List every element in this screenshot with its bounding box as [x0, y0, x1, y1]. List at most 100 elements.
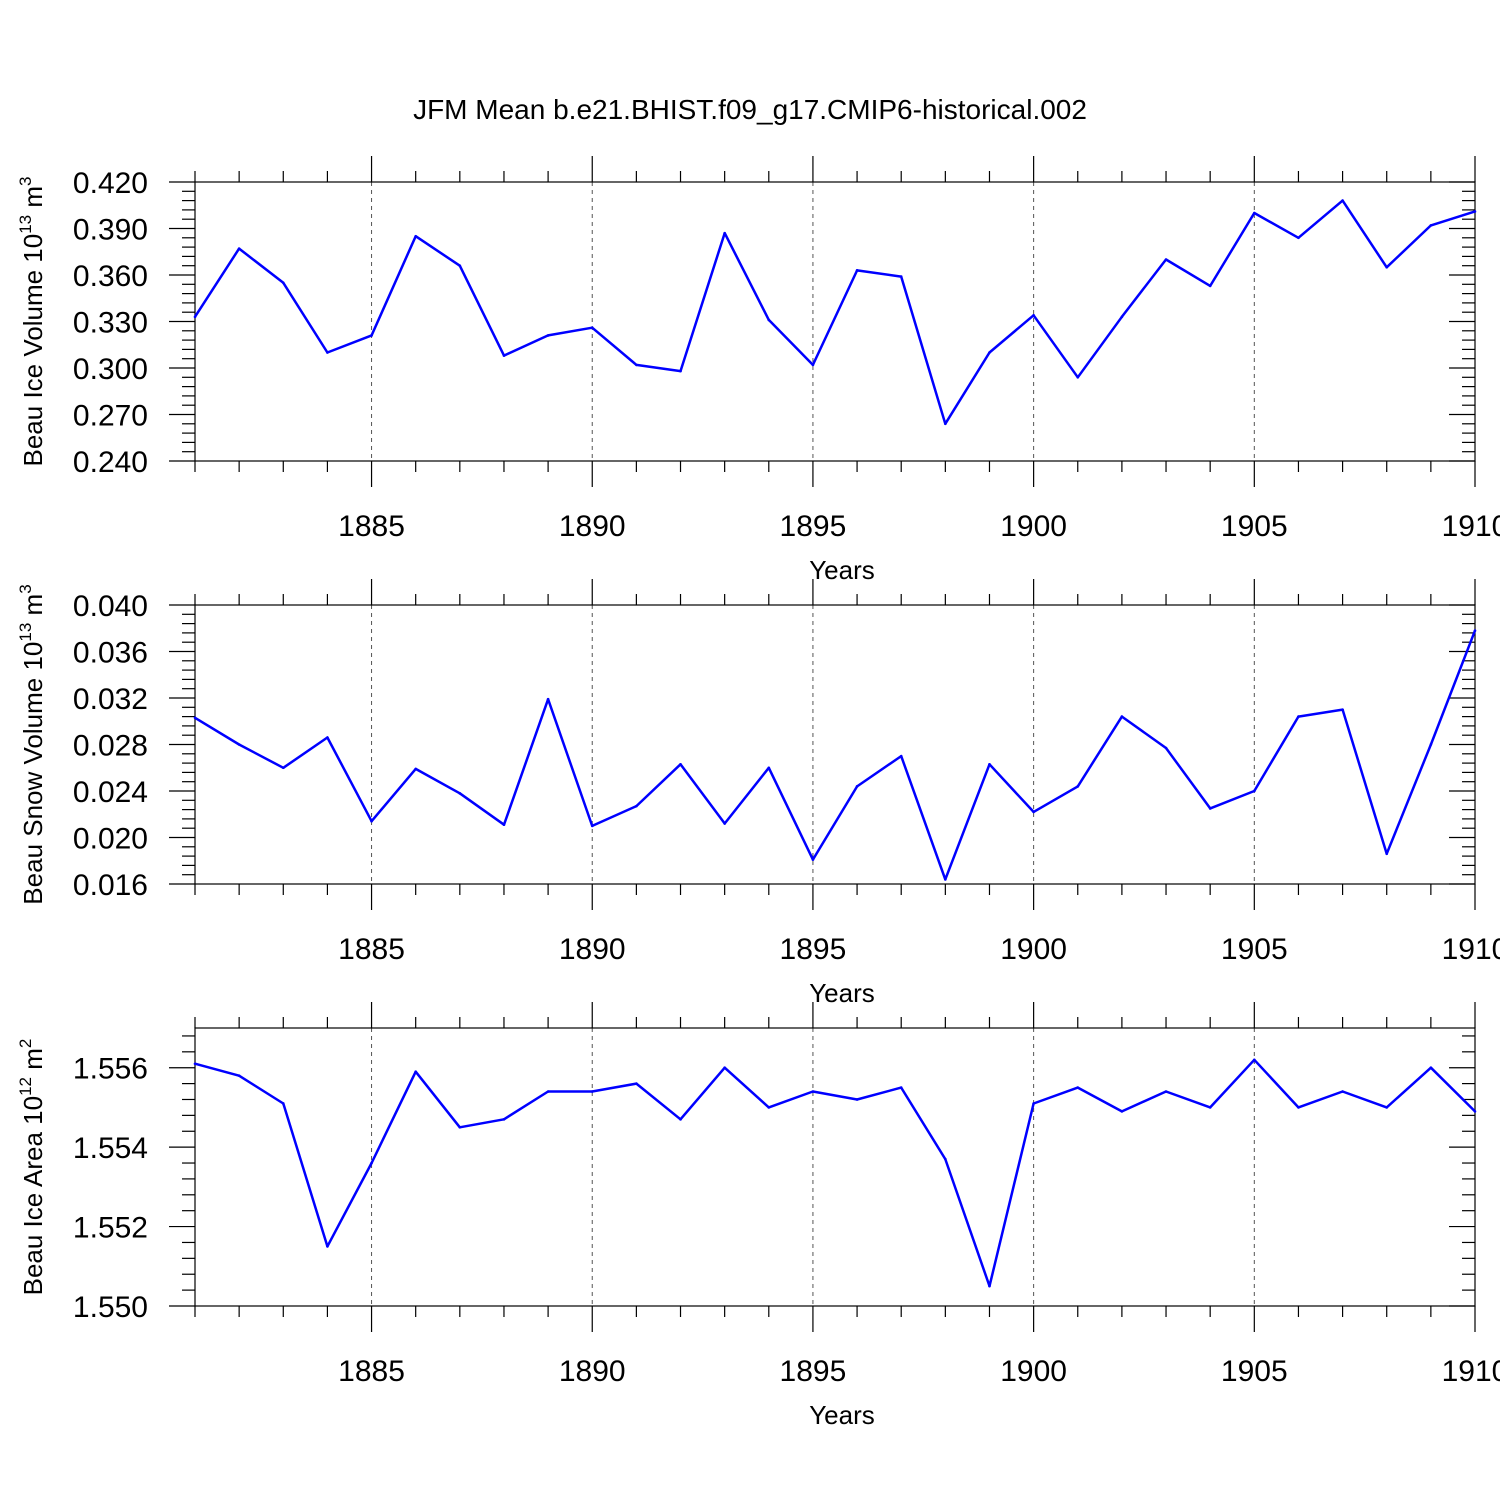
y-axis-label-text: Beau Ice Area 10 — [18, 1096, 48, 1295]
y-tick-label: 0.040 — [73, 590, 148, 623]
data-point — [1473, 629, 1477, 632]
y-axis-label-exponent: 13 — [16, 623, 35, 642]
series-line-beau-ice-volume — [193, 199, 1476, 426]
data-point — [679, 369, 682, 373]
data-point — [546, 697, 550, 701]
data-point — [458, 264, 462, 268]
data-point — [590, 824, 594, 828]
data-point — [193, 716, 197, 720]
data-point — [414, 767, 417, 771]
data-point — [899, 275, 903, 278]
y-axis-label-unit-exponent: 3 — [16, 176, 35, 185]
data-point — [281, 1102, 285, 1105]
data-point — [1164, 1090, 1168, 1093]
data-point — [1120, 715, 1124, 718]
data-point — [281, 766, 285, 770]
data-point — [679, 762, 682, 766]
data-point — [370, 819, 373, 823]
data-point — [1385, 265, 1389, 269]
plot-frame — [194, 1027, 1476, 1307]
data-point — [1297, 236, 1300, 240]
data-point — [590, 1090, 594, 1093]
data-point — [723, 1066, 726, 1070]
data-point — [1076, 1086, 1080, 1089]
plot-frame — [194, 181, 1476, 462]
data-point — [502, 823, 506, 827]
data-point — [502, 1118, 506, 1121]
y-tick-label: 0.390 — [73, 214, 148, 247]
y-axis-label-exponent: 12 — [16, 1077, 35, 1096]
data-point — [944, 878, 947, 881]
data-point — [1385, 852, 1389, 856]
data-point — [899, 754, 903, 758]
y-axis-label-unit: m — [18, 594, 48, 616]
data-point — [723, 231, 726, 235]
data-point — [1208, 284, 1212, 288]
data-point — [635, 1082, 638, 1085]
x-axis-label: Years — [809, 1400, 875, 1430]
figure-title: JFM Mean b.e21.BHIST.f09_g17.CMIP6-histo… — [413, 94, 1087, 125]
data-point — [414, 1070, 417, 1073]
data-point — [944, 1157, 947, 1161]
y-tick-label: 1.552 — [73, 1212, 148, 1245]
data-point — [1341, 199, 1344, 202]
y-axis-label-space — [18, 615, 48, 622]
y-tick-label: 0.330 — [73, 307, 148, 340]
y-tick-label: 0.028 — [73, 730, 148, 763]
y-axis-label: Beau Ice Volume 1013 m3 — [16, 176, 48, 466]
data-point — [988, 351, 991, 354]
data-point — [944, 422, 947, 426]
data-point — [237, 1074, 241, 1077]
data-point — [1429, 1066, 1433, 1070]
data-point — [1341, 708, 1344, 711]
data-point — [281, 281, 285, 285]
x-tick-label: 1890 — [559, 510, 626, 543]
y-axis-label-space — [18, 1070, 48, 1077]
data-point — [326, 1245, 329, 1248]
data-point — [1253, 1058, 1256, 1062]
data-point — [1032, 810, 1035, 814]
data-point — [855, 785, 859, 788]
data-point — [458, 1125, 462, 1129]
data-point — [767, 766, 771, 770]
data-point — [370, 1161, 373, 1165]
data-point — [237, 743, 241, 746]
x-tick-label: 1900 — [1000, 933, 1067, 966]
y-axis-label-unit: m — [18, 186, 48, 208]
data-point — [546, 1090, 550, 1093]
data-point — [1076, 785, 1080, 788]
x-tick-label: 1900 — [1000, 1355, 1067, 1388]
data-point — [1120, 1110, 1124, 1113]
data-point — [1297, 1106, 1300, 1109]
series-line-beau-snow-volume — [194, 630, 1477, 881]
x-axis-label: Years — [809, 555, 875, 585]
series-line-beau-ice-area — [194, 1058, 1476, 1288]
data-point — [1208, 807, 1212, 810]
data-point — [1429, 224, 1433, 227]
data-point — [1473, 1110, 1477, 1113]
data-point — [370, 334, 373, 337]
y-axis-label-text: Beau Snow Volume 10 — [18, 642, 48, 905]
data-point — [1473, 210, 1477, 213]
y-tick-label: 0.020 — [73, 823, 148, 856]
data-point — [1385, 1106, 1389, 1109]
y-tick-label: 0.032 — [73, 683, 148, 716]
data-point — [1032, 314, 1035, 317]
y-tick-label: 0.300 — [73, 353, 148, 386]
data-point — [811, 1090, 815, 1093]
y-tick-label: 0.240 — [73, 446, 148, 479]
data-point — [988, 762, 991, 766]
data-point — [1341, 1090, 1344, 1093]
x-tick-label: 1895 — [780, 933, 847, 966]
data-point — [1164, 746, 1168, 750]
data-point — [546, 334, 550, 337]
data-point — [1076, 376, 1080, 379]
x-tick-label: 1900 — [1000, 510, 1067, 543]
data-point — [767, 1106, 771, 1109]
data-point — [458, 792, 462, 795]
data-point — [326, 736, 329, 739]
